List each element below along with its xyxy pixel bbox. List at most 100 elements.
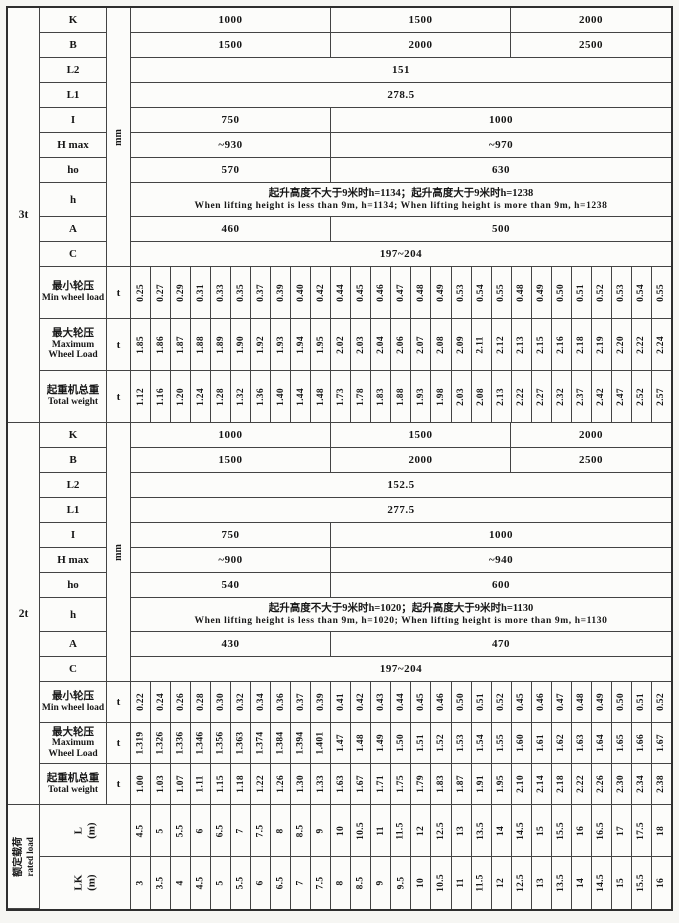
value-cell: 1.87 bbox=[451, 764, 472, 805]
unit-t-cell: t bbox=[107, 319, 131, 371]
value-cell: 1.20 bbox=[171, 371, 192, 423]
param-value: ~930 bbox=[131, 133, 331, 158]
value-cell: 2.22 bbox=[511, 371, 532, 423]
param-label-C: C bbox=[40, 242, 107, 267]
param-value: 1500 bbox=[331, 423, 511, 448]
value-cell: 7.5 bbox=[251, 805, 272, 857]
value-row: 1.00 1.03 1.07 1.11 1.15 1.18 1.22 1.26 1.30 1.33… bbox=[131, 764, 671, 805]
value-cell: 1.394 bbox=[291, 723, 312, 764]
value-cell: 1.94 bbox=[291, 319, 312, 371]
section-2t-params: K B L2 L1 I H max ho h A C mm 1000 bbox=[40, 423, 671, 682]
value-cell: 5.5 bbox=[231, 857, 252, 909]
param-value: 1500 bbox=[131, 33, 331, 58]
value-cell: 0.49 bbox=[591, 682, 612, 723]
value-cell: 2.42 bbox=[591, 371, 612, 423]
value-cell: 1.12 bbox=[131, 371, 152, 423]
param-label-K: K bbox=[40, 423, 107, 448]
param-value: 1000 bbox=[331, 523, 671, 548]
value-cell: 0.47 bbox=[551, 682, 572, 723]
param-value: 2000 bbox=[511, 8, 671, 33]
value-cell: 11 bbox=[371, 805, 392, 857]
unit-mm-cell: mm bbox=[107, 423, 131, 682]
value-cell: 10 bbox=[331, 805, 352, 857]
value-cell: 1.78 bbox=[351, 371, 372, 423]
value-cell: 0.54 bbox=[631, 267, 652, 319]
h-note-zh: 起升高度不大于9米时h=1134；起升高度大于9米时h=1238 bbox=[268, 187, 534, 199]
value-cell: 0.31 bbox=[191, 267, 212, 319]
param-row-h: 起升高度不大于9米时h=1020；起升高度大于9米时h=1130 When li… bbox=[131, 598, 671, 632]
wheel-row-label: 最大轮压 Maximum Wheel Load bbox=[40, 723, 107, 764]
value-cell: 2.11 bbox=[471, 319, 492, 371]
value-cell: 0.55 bbox=[491, 267, 512, 319]
value-cell: 4.5 bbox=[131, 805, 152, 857]
value-cell: 1.83 bbox=[371, 371, 392, 423]
value-cell: 0.46 bbox=[531, 682, 552, 723]
value-cell: 1.356 bbox=[211, 723, 232, 764]
h-note-zh: 起升高度不大于9米时h=1020；起升高度大于9米时h=1130 bbox=[268, 602, 534, 614]
param-value: 1500 bbox=[331, 8, 511, 33]
rated-load-header: 额定载荷 rated load bbox=[8, 805, 40, 909]
value-cell: 0.25 bbox=[131, 267, 152, 319]
value-cell: 2.03 bbox=[351, 319, 372, 371]
value-cell: 0.37 bbox=[251, 267, 272, 319]
section-3t-params: K B L2 L1 I H max ho h A C mm 1000 bbox=[40, 8, 671, 267]
value-cell: 1.33 bbox=[311, 764, 332, 805]
param-value: 2000 bbox=[331, 448, 511, 473]
value-cell: 2.22 bbox=[571, 764, 592, 805]
unit-mm-text: mm bbox=[112, 128, 124, 146]
value-cell: 2.20 bbox=[611, 319, 632, 371]
value-cell: 0.39 bbox=[311, 682, 332, 723]
value-cell: 0.37 bbox=[291, 682, 312, 723]
param-row-A: 460 500 bbox=[131, 217, 671, 242]
span-label-LK: LK (m) bbox=[40, 857, 131, 909]
unit-t-cell: t bbox=[107, 764, 131, 805]
value-cell: 0.51 bbox=[631, 682, 652, 723]
value-cell: 5 bbox=[151, 805, 172, 857]
value-cell: 2.14 bbox=[531, 764, 552, 805]
value-cell: 8.5 bbox=[351, 857, 372, 909]
value-cell: 8.5 bbox=[291, 805, 312, 857]
value-cell: 0.45 bbox=[511, 682, 532, 723]
value-cell: 2.57 bbox=[651, 371, 671, 423]
value-cell: 1.44 bbox=[291, 371, 312, 423]
span-row-LK: LK (m) 3 3.5 4 4.5 5 5.5 6 6.5 7 7.5 8 8.5 9 9.5 10 10.… bbox=[40, 857, 671, 909]
value-cell: 1.374 bbox=[251, 723, 272, 764]
param-value: 750 bbox=[131, 523, 331, 548]
wheel-row-total-3t: 起重机总重 Total weight t 1.12 1.16 1.20 1.24 1.2… bbox=[40, 371, 671, 423]
value-cell: 0.26 bbox=[171, 682, 192, 723]
param-value: 277.5 bbox=[131, 498, 671, 523]
value-cell: 14 bbox=[572, 857, 592, 909]
value-row: 1.85 1.86 1.87 1.88 1.89 1.90 1.92 1.93 1.94 1.95… bbox=[131, 319, 671, 371]
rated-load-en: rated load bbox=[24, 836, 35, 877]
param-row-K: 1000 1500 2000 bbox=[131, 8, 671, 33]
value-cell: 5 bbox=[211, 857, 232, 909]
value-cell: 1.87 bbox=[171, 319, 192, 371]
value-cell: 0.42 bbox=[311, 267, 332, 319]
value-cell: 2.02 bbox=[331, 319, 352, 371]
value-cell: 2.47 bbox=[611, 371, 632, 423]
wheel-label-zh: 起重机总重 bbox=[46, 385, 100, 397]
value-cell: 0.22 bbox=[131, 682, 152, 723]
param-row-B: 1500 2000 2500 bbox=[131, 33, 671, 58]
param-label-h: h bbox=[40, 598, 107, 632]
param-row-ho: 570 630 bbox=[131, 158, 671, 183]
param-value: 470 bbox=[331, 632, 671, 657]
wheel-label-en: Min wheel load bbox=[41, 702, 105, 713]
value-cell: 0.48 bbox=[571, 682, 592, 723]
value-cell: 1.90 bbox=[231, 319, 252, 371]
value-cell: 4.5 bbox=[191, 857, 212, 909]
h-note-en: When lifting height is less than 9m, h=1… bbox=[194, 616, 608, 627]
value-cell: 17 bbox=[611, 805, 632, 857]
value-cell: 6.5 bbox=[211, 805, 232, 857]
value-cell: 0.29 bbox=[171, 267, 192, 319]
param-row-B: 1500 2000 2500 bbox=[131, 448, 671, 473]
param-label-L1: L1 bbox=[40, 83, 107, 108]
param-row-I: 750 1000 bbox=[131, 523, 671, 548]
value-cell: 12.5 bbox=[512, 857, 532, 909]
wheel-row-min-2t: 最小轮压 Min wheel load t 0.22 0.24 0.26 0.28 0.… bbox=[40, 682, 671, 723]
value-cell: 0.27 bbox=[151, 267, 172, 319]
value-cell: 2.12 bbox=[491, 319, 512, 371]
value-cell: 1.326 bbox=[151, 723, 172, 764]
value-cell: 1.67 bbox=[351, 764, 372, 805]
param-label-B: B bbox=[40, 448, 107, 473]
